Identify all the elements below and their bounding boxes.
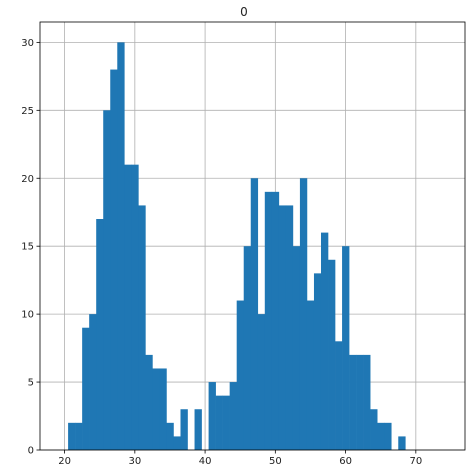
y-tick-label: 15 [21, 242, 34, 253]
x-tick-label: 60 [339, 456, 352, 467]
histogram-bar [222, 395, 230, 450]
y-tick-label: 20 [21, 174, 34, 185]
histogram-bar [285, 205, 294, 450]
histogram-bar [124, 164, 132, 450]
x-tick-label: 20 [58, 456, 71, 467]
histogram-bar [250, 178, 259, 450]
histogram-bar [342, 246, 350, 450]
histogram-bar [110, 69, 118, 451]
histogram-bar [278, 205, 287, 450]
histogram-bar [89, 314, 97, 450]
histogram-bar [131, 164, 139, 450]
y-axis-ticks: 0 5 10 15 20 25 30 [21, 38, 40, 457]
plot-frame [39, 21, 466, 451]
histogram-bar [194, 409, 202, 450]
histogram-bar [335, 341, 343, 450]
histogram-bar [349, 354, 357, 450]
histogram-bar [166, 422, 174, 450]
y-tick-label: 10 [21, 310, 34, 321]
histogram-bar [117, 42, 125, 450]
x-tick-label: 40 [199, 456, 212, 467]
histogram-bar [96, 219, 104, 450]
y-tick-label: 0 [28, 446, 34, 457]
histogram-bar [292, 246, 301, 450]
histogram-bar [271, 191, 280, 451]
histogram-bars [68, 42, 406, 451]
x-tick-label: 70 [409, 456, 422, 467]
histogram-bar [243, 246, 252, 450]
histogram-bar [377, 422, 385, 450]
histogram-bar [363, 354, 371, 450]
histogram-bar [257, 314, 266, 450]
histogram-bar [236, 300, 245, 450]
histogram-bar [370, 409, 378, 450]
histogram-bar [138, 205, 146, 450]
histogram-bar [320, 232, 329, 450]
histogram-bar [75, 422, 83, 450]
histogram-bar [264, 191, 273, 451]
histogram-bar [215, 395, 223, 450]
histogram-bar [68, 422, 76, 450]
x-tick-label: 30 [128, 456, 141, 467]
histogram-bar [356, 354, 364, 450]
x-tick-label: 50 [269, 456, 282, 467]
histogram-bar [306, 300, 315, 450]
histogram-bar [384, 422, 392, 450]
chart-title: 0 [240, 5, 248, 19]
histogram-bar [299, 178, 308, 450]
histogram-bar [328, 259, 336, 450]
histogram-bar [152, 368, 160, 450]
y-tick-label: 30 [21, 38, 34, 49]
y-tick-label: 5 [28, 378, 34, 389]
histogram-bar [145, 354, 153, 450]
histogram-bar [398, 436, 406, 450]
histogram-bar [103, 110, 111, 451]
histogram-bar [180, 409, 188, 450]
histogram-bar [313, 273, 322, 450]
histogram-bar [82, 327, 90, 450]
histogram-bar [159, 368, 167, 450]
histogram-bar [173, 436, 181, 450]
x-axis-ticks: 20 30 40 50 60 70 [58, 450, 422, 467]
histogram-bar [229, 382, 237, 450]
y-tick-label: 25 [21, 106, 34, 117]
histogram-bar [208, 382, 216, 450]
axes-frame [39, 21, 466, 451]
